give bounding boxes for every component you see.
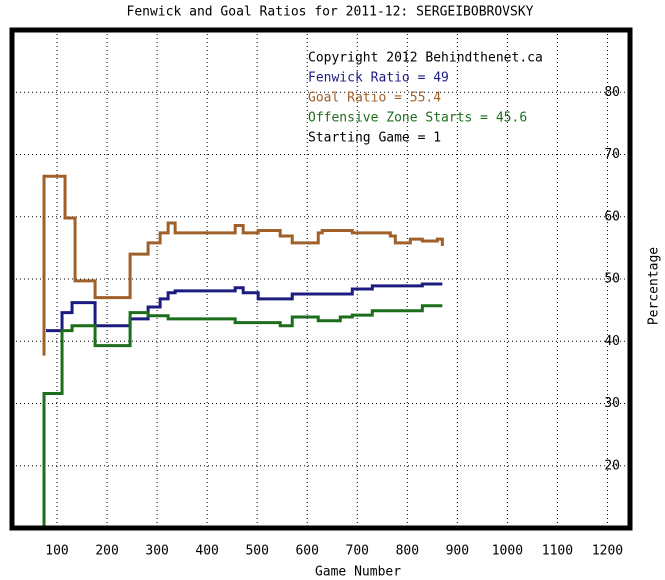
y-tick-label: 20 [604,458,620,473]
chart-title: Fenwick and Goal Ratios for 2011-12: SER… [127,5,534,20]
x-tick-label: 400 [195,544,218,559]
x-tick-label: 300 [145,544,168,559]
y-tick-label: 80 [604,85,620,100]
x-tick-label: 900 [446,544,469,559]
y-tick-label: 60 [604,209,620,224]
legend-entry: Goal Ratio = 55.4 [308,91,441,106]
y-tick-label: 30 [604,396,620,411]
x-tick-label: 1200 [592,544,623,559]
annotation: Copyright 2012 Behindthenet.ca [308,51,543,66]
y-tick-label: 40 [604,334,620,349]
plot-frame [9,27,633,531]
x-tick-label: 200 [95,544,118,559]
data-line [42,304,443,528]
y-tick-label: 70 [604,147,620,162]
data-line [42,174,444,356]
legend-entry: Offensive Zone Starts = 45.6 [308,111,527,126]
y-axis-label: Percentage [647,247,662,325]
annotation: Starting Game = 1 [308,131,441,146]
y-tick-label: 50 [604,272,620,287]
x-tick-label: 1000 [492,544,523,559]
data-line [46,282,443,333]
x-tick-label: 100 [45,544,68,559]
legend-entry: Fenwick Ratio = 49 [308,71,449,86]
x-tick-label: 1100 [542,544,573,559]
x-axis-label: Game Number [315,565,401,580]
x-tick-label: 800 [396,544,419,559]
x-tick-label: 700 [346,544,369,559]
x-tick-label: 600 [295,544,318,559]
x-tick-label: 500 [245,544,268,559]
